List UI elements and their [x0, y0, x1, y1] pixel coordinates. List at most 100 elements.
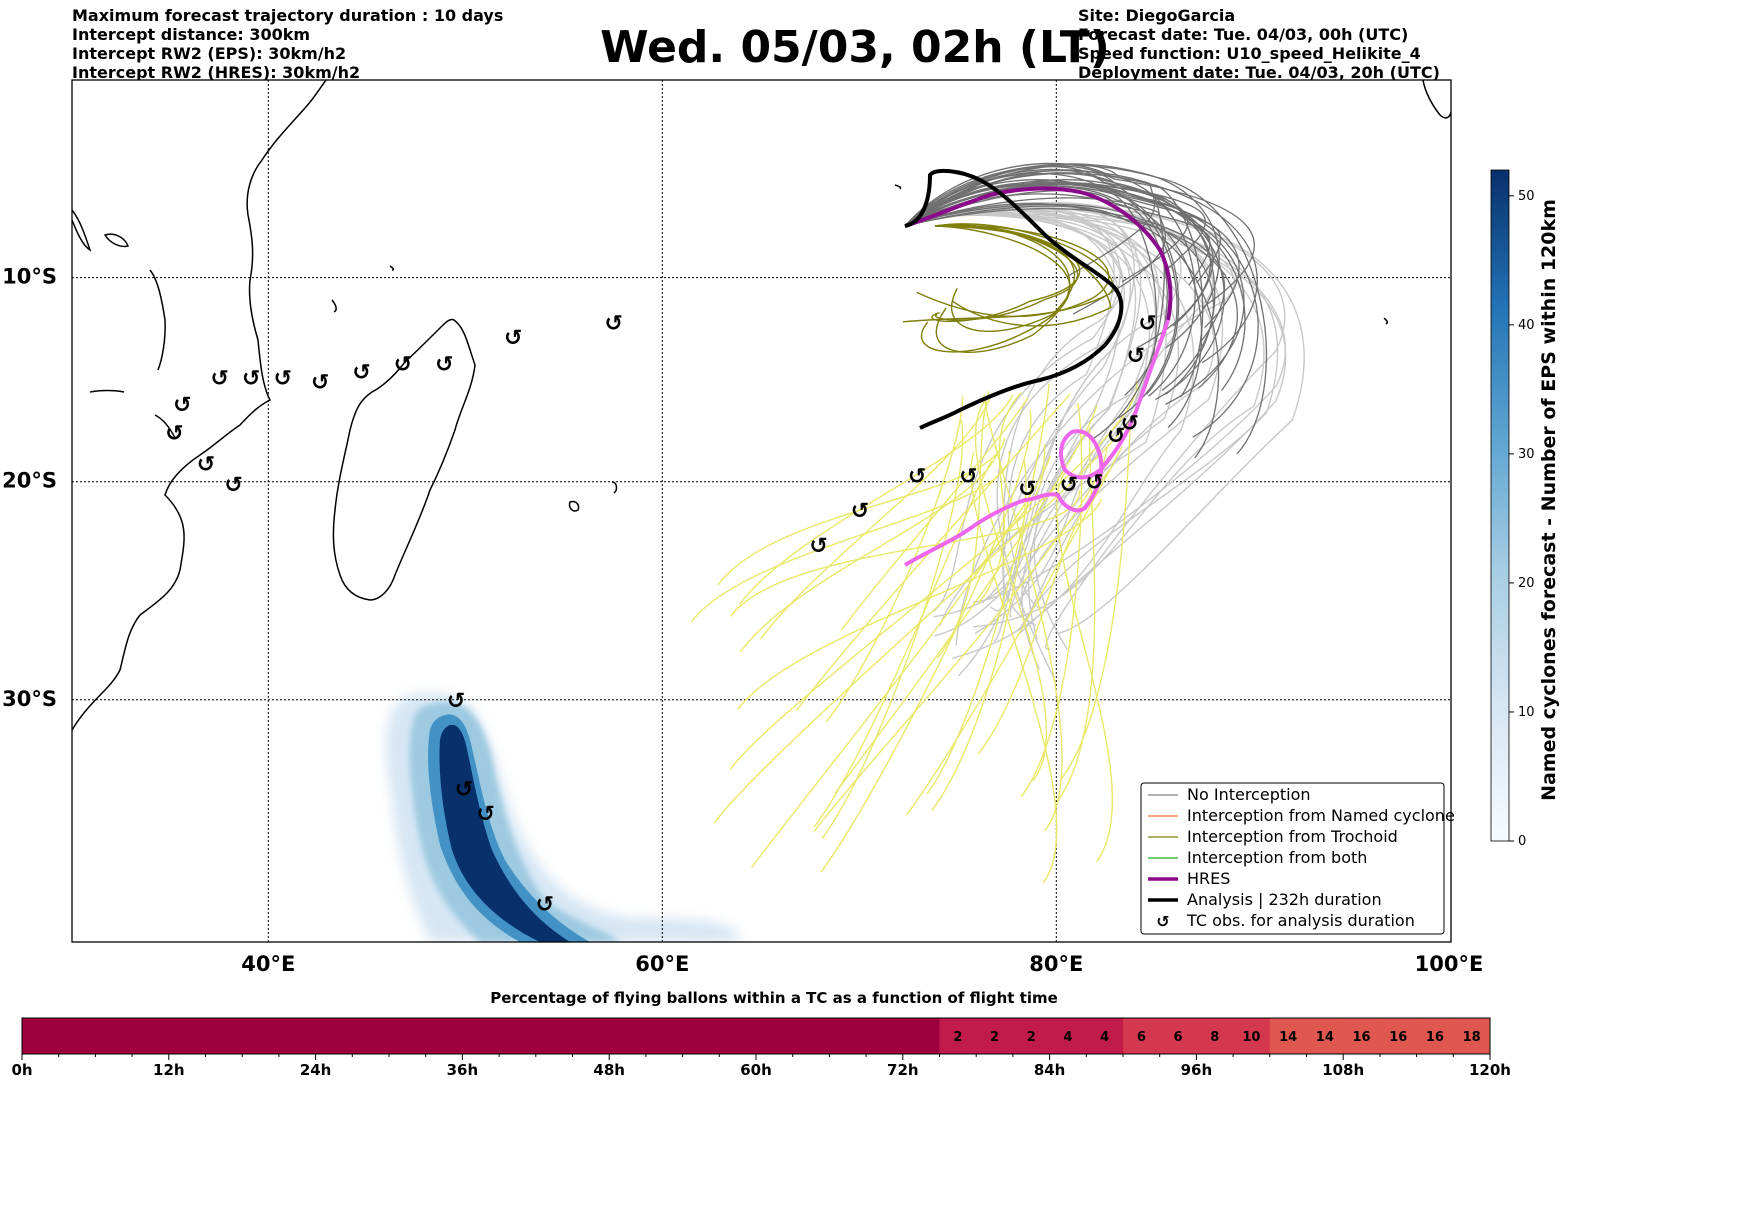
trajectory-line	[813, 447, 1108, 833]
header-left-line: Intercept RW2 (HRES): 30km/h2	[72, 63, 361, 82]
island-mauritius	[611, 481, 618, 494]
header-right-line: Forecast date: Tue. 04/03, 00h (UTC)	[1078, 25, 1409, 44]
trajectory-line	[834, 404, 1098, 794]
tc-observation-icon: ↺	[476, 802, 494, 827]
tc-observation-icon: ↺	[536, 893, 554, 918]
island-maldives	[1383, 317, 1388, 325]
legend-label: HRES	[1187, 869, 1230, 888]
tc-observation-icon: ↺	[1138, 312, 1156, 337]
lon-label: 40°E	[241, 952, 295, 976]
timeline-cell	[462, 1018, 500, 1054]
tc-observation-icon: ↺	[1107, 424, 1125, 449]
timeline-title: Percentage of flying ballons within a TC…	[490, 989, 1058, 1007]
lat-label: 30°S	[2, 687, 57, 711]
analysis-trajectory	[904, 168, 1124, 430]
legend-label: Analysis | 232h duration	[1187, 890, 1382, 909]
timeline-cell	[1049, 1018, 1087, 1054]
trajectory-line	[750, 455, 1051, 868]
tc-observation-icon: ↺	[1127, 344, 1145, 369]
tc-observations: ↺↺ ↺ ↺ ↺ ↺ ↺ ↺↺↺↺↺↺↺↺↺↺↺↺↺ ↺↺ ↺ ↺↺↺↺↺	[165, 312, 1157, 918]
graticule	[72, 80, 1451, 942]
timeline-cell-value: 4	[1100, 1030, 1109, 1045]
timeline-cell-value: 2	[1027, 1030, 1036, 1045]
timeline-cell	[1196, 1018, 1234, 1054]
trajectory-line	[904, 183, 1259, 438]
lon-label: 60°E	[635, 952, 689, 976]
timeline-cell	[902, 1018, 940, 1054]
trajectory-line	[713, 411, 1138, 824]
timeline-cell	[609, 1018, 647, 1054]
header-left: Maximum forecast trajectory duration : 1…	[72, 6, 503, 82]
trajectory-line	[904, 202, 1238, 389]
colorbar-tick-label: 50	[1518, 189, 1535, 204]
timeline-tick-label: 84h	[1034, 1061, 1066, 1079]
timeline-tick-label: 60h	[740, 1061, 772, 1079]
coastline-fragment	[149, 269, 166, 371]
tc-observation-icon: ↺	[211, 367, 229, 392]
timeline-tick-label: 72h	[887, 1061, 919, 1079]
trajectory-line	[944, 212, 1287, 636]
trajectory-line	[904, 181, 1246, 391]
trajectory-line	[904, 185, 1203, 429]
sri-lanka-coastline	[1422, 80, 1451, 119]
timeline-cell	[682, 1018, 720, 1054]
timeline-cell	[866, 1018, 904, 1054]
timeline-cell	[499, 1018, 537, 1054]
lon-label: 100°E	[1415, 952, 1484, 976]
tc-observation-icon: ↺	[274, 367, 292, 392]
colorbar-gradient	[1490, 169, 1510, 842]
tc-obs-legend-icon: ↺	[1156, 912, 1169, 931]
madagascar-coastline	[332, 318, 476, 601]
lon-label: 80°E	[1029, 952, 1083, 976]
timeline-tick-label: 36h	[447, 1061, 479, 1079]
trajectory-line	[717, 437, 1006, 586]
legend-label: TC obs. for analysis duration	[1186, 911, 1415, 930]
tc-observation-icon: ↺	[197, 452, 215, 477]
timeline-cell	[205, 1018, 243, 1054]
legend-box	[1140, 782, 1445, 935]
trajectory-line	[978, 392, 1022, 605]
timeline-tick-label: 12h	[153, 1061, 185, 1079]
timeline-cell	[132, 1018, 170, 1054]
trajectory-line	[944, 212, 1125, 680]
coastline-fragment	[154, 414, 176, 439]
trajectory-line	[826, 395, 964, 723]
tc-observation-icon: ↺	[165, 422, 183, 447]
trajectory-line	[821, 417, 964, 839]
hres-trajectory-late	[903, 319, 1170, 567]
tc-observation-icon: ↺	[224, 473, 242, 498]
timeline-cell-value: 2	[953, 1030, 962, 1045]
tc-observation-icon: ↺	[242, 367, 260, 392]
timeline-cell	[535, 1018, 573, 1054]
timeline-cell	[1453, 1018, 1491, 1054]
header-right-line: Speed function: U10_speed_Helikite_4	[1078, 44, 1421, 63]
trajectory-line	[905, 446, 1123, 816]
trajectory-line	[937, 391, 990, 659]
timeline-cell	[95, 1018, 133, 1054]
trajectory-line	[739, 454, 998, 653]
trajectory-line	[973, 444, 1046, 575]
trajectory-line	[729, 380, 1138, 770]
trajectory-line	[904, 183, 1245, 405]
page-title: Wed. 05/03, 02h (LT)	[600, 22, 1110, 73]
header-right-line: Site: DiegoGarcia	[1078, 6, 1236, 25]
timeline-cell-value: 16	[1353, 1030, 1371, 1045]
timeline-cell	[792, 1018, 830, 1054]
timeline-tick-label: 120h	[1469, 1061, 1511, 1079]
timeline-cell	[1086, 1018, 1124, 1054]
trajectory-line	[934, 224, 1112, 327]
timeline-cell	[389, 1018, 427, 1054]
timeline-cell-value: 6	[1174, 1030, 1183, 1045]
timeline-cell-value: 16	[1389, 1030, 1407, 1045]
timeline-cell-value: 8	[1210, 1030, 1219, 1045]
timeline-cell	[1343, 1018, 1381, 1054]
timeline-cell-value: 14	[1316, 1030, 1334, 1045]
tc-observation-icon: ↺	[455, 778, 473, 803]
timeline-cell-value: 18	[1463, 1030, 1481, 1045]
tc-observation-icon: ↺	[311, 371, 329, 396]
colorbar: 0 10 20 30 40 50 Named cyclones forecast - Nu…	[1490, 169, 1560, 849]
timeline-cell	[1269, 1018, 1307, 1054]
tc-observation-icon: ↺	[851, 499, 869, 524]
timeline-cell	[1379, 1018, 1418, 1054]
timeline-cell	[425, 1018, 463, 1054]
